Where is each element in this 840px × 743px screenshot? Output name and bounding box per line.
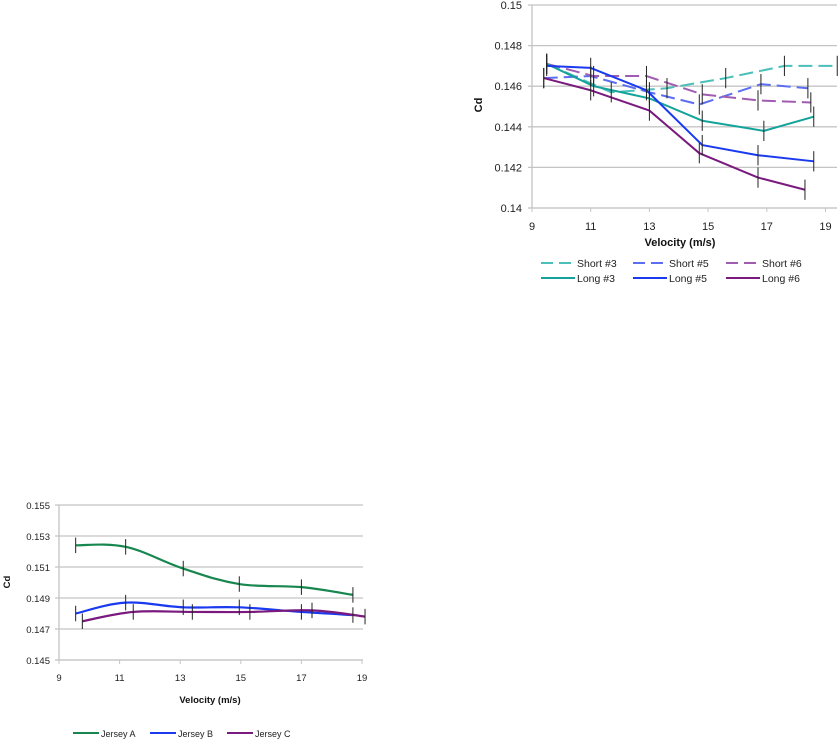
series-line-long-5 [546, 64, 814, 163]
series-line-long-3 [546, 62, 815, 132]
bottom-error-bars [75, 537, 366, 629]
x-tick-label: 13 [643, 221, 655, 233]
top-legend: Short #3 Short #5 Short #6 Long #3 Long #5 Lo… [541, 258, 802, 285]
x-tick-label: 17 [296, 673, 307, 684]
y-tick-label: 0.149 [26, 594, 50, 605]
y-tick-label: 0.14 [501, 203, 522, 215]
x-tick-label: 9 [529, 221, 535, 233]
top-error-bars [543, 53, 838, 200]
legend-label: Long #5 [669, 273, 707, 285]
x-tick-label: 13 [175, 673, 186, 684]
bottom-y-axis-title: Cd [2, 575, 13, 588]
series-line-short-6 [546, 62, 811, 104]
x-tick-label: 17 [761, 221, 773, 233]
y-tick-label: 0.146 [494, 81, 522, 93]
y-tick-label: 0.144 [494, 122, 522, 134]
x-tick-label: 15 [236, 673, 247, 684]
y-tick-label: 0.15 [501, 0, 522, 12]
x-tick-label: 15 [702, 221, 714, 233]
legend-label: Long #3 [577, 273, 615, 285]
y-tick-label: 0.151 [26, 563, 50, 574]
series-line-jersey-a [75, 543, 354, 596]
bottom-y-tick-labels: 0.145 0.147 0.149 0.151 0.153 0.155 [26, 501, 50, 667]
legend-label: Long #6 [762, 273, 800, 285]
x-tick-label: 19 [819, 221, 831, 233]
series-line-long-6 [543, 77, 806, 191]
series-line-jersey-c [82, 609, 366, 623]
bottom-gridlines [55, 504, 363, 661]
chart-top-cd-vs-velocity-short-long: 0.14 0.142 0.144 0.146 0.148 0.15 9 11 13 15 17 19… [473, 0, 838, 285]
x-tick-label: 19 [357, 673, 368, 684]
chart-bottom-cd-vs-velocity-jerseys: 0.145 0.147 0.149 0.151 0.153 0.155 9 11 13 15 17… [2, 501, 367, 739]
y-tick-label: 0.142 [494, 162, 522, 174]
y-tick-label: 0.148 [494, 41, 522, 53]
bottom-x-tick-labels: 9 11 13 15 17 19 [56, 673, 367, 684]
x-tick-label: 11 [115, 673, 125, 684]
legend-label: Jersey C [255, 729, 291, 739]
bottom-x-axis-title: Velocity (m/s) [179, 695, 240, 706]
top-series-lines [543, 62, 838, 191]
bottom-legend: Jersey A Jersey B Jersey C [73, 729, 291, 739]
y-tick-label: 0.153 [26, 532, 50, 543]
bottom-series-lines [75, 543, 366, 623]
top-y-axis-title: Cd [473, 98, 485, 113]
x-tick-label: 9 [56, 673, 61, 684]
legend-label: Short #6 [762, 258, 802, 270]
legend-label: Jersey A [101, 729, 136, 739]
bottom-axes [58, 505, 363, 664]
top-gridlines [528, 4, 837, 209]
top-x-axis-title: Velocity (m/s) [645, 237, 716, 249]
x-tick-label: 11 [585, 221, 596, 233]
top-y-tick-labels: 0.14 0.142 0.144 0.146 0.148 0.15 [494, 0, 522, 215]
top-x-tick-labels: 9 11 13 15 17 19 [529, 221, 832, 233]
y-tick-label: 0.147 [26, 625, 50, 636]
y-tick-label: 0.145 [26, 656, 50, 667]
series-line-short-5 [543, 75, 808, 106]
y-tick-label: 0.155 [26, 501, 50, 512]
legend-label: Jersey B [178, 729, 213, 739]
top-axes [531, 5, 826, 212]
legend-label: Short #5 [669, 258, 709, 270]
legend-label: Short #3 [577, 258, 617, 270]
series-line-jersey-b [75, 601, 353, 617]
